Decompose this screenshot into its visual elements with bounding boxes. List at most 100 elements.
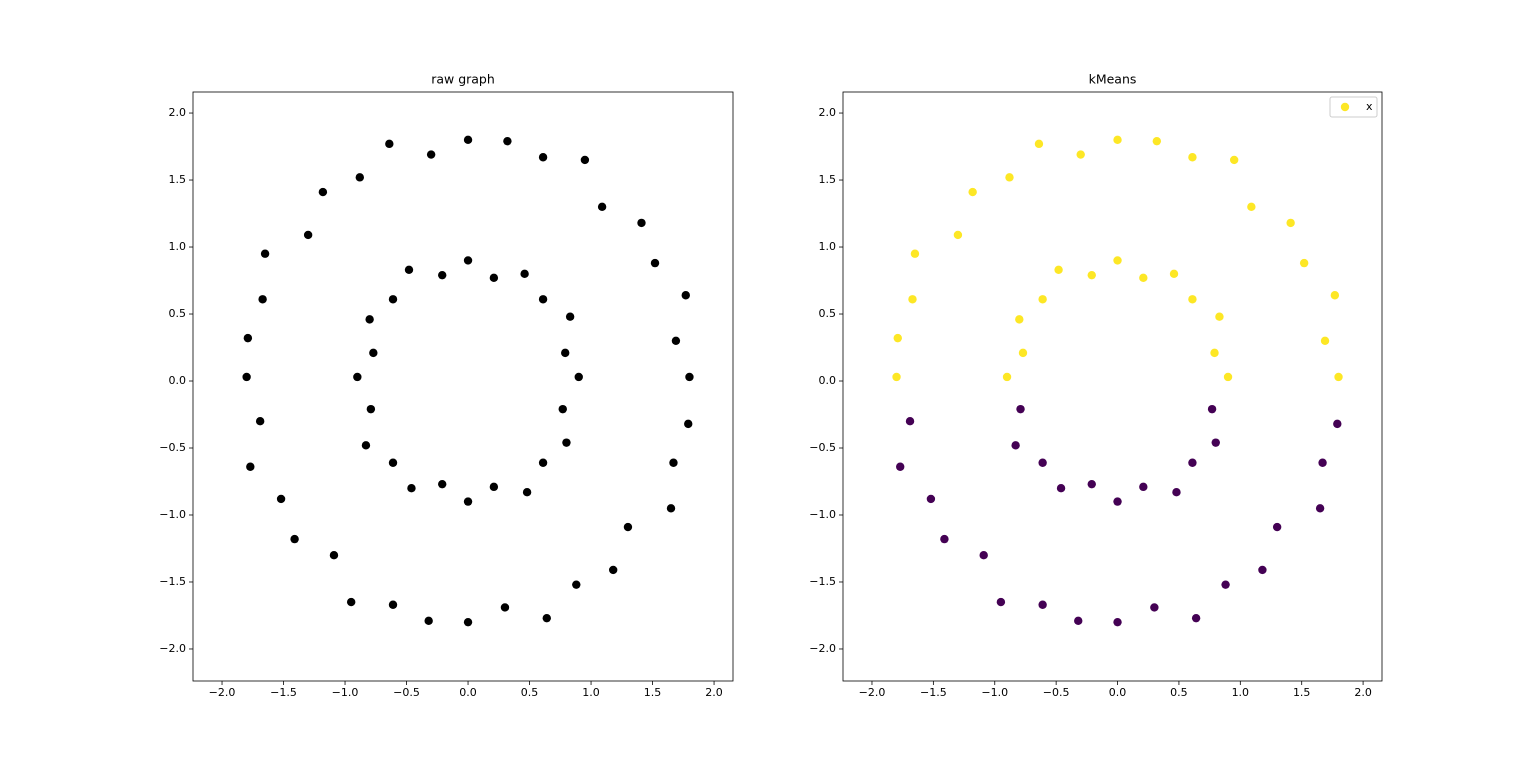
point: [681, 291, 690, 300]
y-tick-label: 0.0: [169, 374, 187, 387]
point: [1223, 372, 1233, 382]
point: [388, 295, 398, 304]
point: [597, 202, 607, 212]
x-tick-label: −1.5: [270, 686, 297, 699]
point: [1210, 348, 1219, 358]
point: [538, 295, 548, 304]
x-tick-label: 1.0: [1232, 686, 1250, 699]
point: [562, 438, 571, 447]
point: [637, 218, 646, 228]
point: [666, 504, 676, 513]
point: [542, 613, 551, 623]
point: [1299, 258, 1309, 268]
y-tick-label: 1.0: [819, 240, 837, 253]
y-tick-label: −2.0: [159, 642, 186, 655]
point: [438, 270, 447, 280]
point: [1015, 315, 1024, 324]
point: [346, 597, 356, 607]
point: [388, 600, 398, 609]
x-tick-label: 0.5: [1170, 686, 1188, 699]
point: [1172, 488, 1181, 497]
point: [1207, 404, 1217, 414]
point: [243, 333, 253, 343]
point: [896, 462, 905, 471]
point: [424, 616, 433, 626]
point: [503, 136, 512, 146]
point: [1191, 613, 1201, 623]
x-tick-label: 0.5: [521, 686, 539, 699]
point: [361, 441, 371, 450]
point: [1318, 458, 1327, 467]
point: [329, 550, 339, 560]
point: [1113, 135, 1122, 145]
point: [1333, 419, 1342, 429]
x-tick-label: 2.0: [705, 686, 723, 699]
point: [1034, 139, 1044, 149]
point: [1054, 265, 1063, 274]
x-tick-label: 0.0: [459, 686, 477, 699]
y-tick-label: 0.0: [819, 374, 837, 387]
point: [1286, 218, 1295, 228]
y-tick-label: −1.5: [159, 575, 186, 588]
point: [246, 462, 255, 471]
point: [520, 269, 529, 279]
point: [260, 249, 270, 258]
point: [388, 458, 398, 467]
point: [538, 458, 548, 467]
point: [623, 522, 633, 532]
point: [1076, 150, 1085, 159]
point: [463, 497, 473, 506]
point: [558, 404, 567, 414]
point: [1258, 565, 1267, 575]
x-tick-label: 1.5: [644, 686, 662, 699]
point: [979, 550, 988, 560]
point: [353, 372, 362, 382]
x-tick-label: −2.0: [209, 686, 236, 699]
legend-marker: [1340, 102, 1350, 112]
point: [1320, 336, 1330, 346]
point: [685, 372, 694, 382]
point: [1087, 479, 1096, 489]
point: [366, 404, 376, 414]
point: [1211, 438, 1220, 447]
point: [1152, 136, 1162, 146]
point: [303, 230, 313, 240]
point: [1038, 600, 1047, 609]
point: [369, 348, 378, 358]
point: [1315, 504, 1325, 513]
point: [905, 417, 915, 426]
x-tick-label: 1.0: [582, 686, 600, 699]
point: [489, 482, 499, 492]
point: [1215, 312, 1224, 321]
point: [1247, 202, 1256, 212]
point: [650, 258, 660, 268]
y-tick-label: −0.5: [159, 441, 186, 454]
point: [1018, 348, 1028, 358]
point: [276, 494, 286, 504]
point: [684, 419, 693, 429]
point: [1188, 295, 1197, 304]
point: [953, 230, 963, 240]
point: [355, 173, 364, 182]
point: [290, 534, 299, 544]
x-tick-label: −1.0: [981, 686, 1008, 699]
point: [385, 139, 394, 149]
x-tick-label: −0.5: [393, 686, 420, 699]
point: [892, 372, 901, 382]
y-tick-label: 2.0: [819, 106, 837, 119]
point: [1150, 603, 1159, 612]
point: [426, 150, 436, 159]
point: [1330, 291, 1340, 300]
point: [910, 249, 920, 258]
point: [404, 265, 414, 274]
point: [1272, 522, 1282, 532]
point: [407, 483, 416, 493]
point: [572, 580, 581, 589]
point: [608, 565, 618, 575]
point: [940, 534, 949, 544]
y-tick-label: −1.0: [159, 508, 186, 521]
point: [242, 372, 251, 382]
point: [1056, 483, 1066, 493]
point: [671, 336, 681, 346]
x-tick-label: −1.5: [920, 686, 947, 699]
